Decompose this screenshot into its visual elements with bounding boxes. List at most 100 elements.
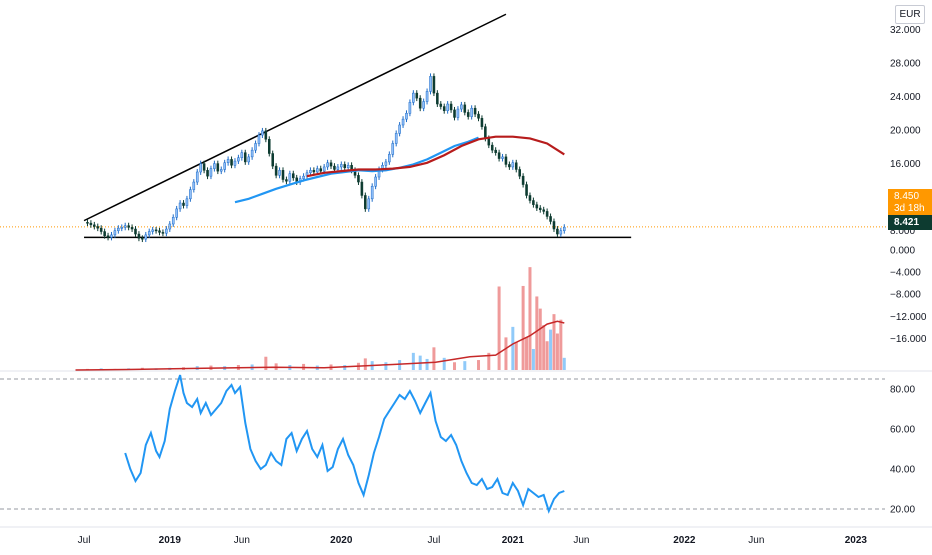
candle-body [113,230,117,236]
candle-body [525,184,528,196]
volume-bar [425,358,429,370]
candle-body [480,118,484,127]
candle-body [216,163,220,172]
candle-body [408,102,412,114]
candle-body [542,209,545,212]
candle-body [182,202,185,206]
time-axis-label: Jun [748,535,764,546]
candle-body [490,144,494,151]
candle-body [346,165,350,169]
volume-axis-tick: −12.000 [890,312,927,323]
candle-body [127,225,130,228]
candle-body [312,170,316,173]
candle-body [398,124,401,134]
volume-bar [497,286,501,370]
candle-body [226,159,230,164]
time-axis-label: 2021 [502,535,525,546]
candle-body [326,162,329,168]
price-axis-tick: 20.000 [890,126,921,137]
candle-body [103,231,106,236]
volume-bar [363,358,367,370]
candle-body [213,163,216,169]
candle-body [141,238,144,240]
candle-body [147,231,151,236]
candle-body [532,200,535,205]
candle-body [412,92,415,103]
volume-bar [538,308,542,370]
time-axis-label: Jul [428,535,441,546]
candle-body [514,162,518,170]
grid-layer [0,370,932,528]
axis-layer: 32.00028.00024.00020.00016.00012.0008.00… [78,0,927,546]
moving-average-red [306,135,565,178]
time-axis-label: Jun [573,535,589,546]
candle-body [442,106,446,111]
candle-body [521,175,525,185]
last-price-tag: 8.450 3d 18h [888,189,932,216]
rsi-axis-tick: 80.00 [890,385,915,396]
candle-body [466,112,470,117]
candle-body [484,126,487,139]
rsi-axis-tick: 60.00 [890,425,915,436]
candle-body [264,130,268,140]
candle-body [168,223,172,230]
candle-body [192,181,196,190]
volume-bar [511,326,515,370]
candle-body [449,103,453,111]
candle-body [357,175,360,183]
volume-axis-tick: 0.000 [890,246,915,257]
candle-body [333,165,336,170]
candle-body [134,228,137,235]
candle-body [343,164,347,169]
candle-body [120,227,124,229]
volume-bar [442,357,446,370]
candle-body [322,166,326,172]
volume-bar [477,360,481,370]
price-axis-tick: 8.000 [890,226,915,237]
price-axis-tick-partial: 36.000 [890,0,921,2]
volume-bar [559,319,563,370]
volume-bar [411,352,415,370]
candle-body [405,113,408,120]
volume-axis-tick: −4.000 [890,268,921,279]
currency-badge[interactable]: EUR [895,5,925,24]
volume-bar [504,337,508,370]
price-axis-tick: 28.000 [890,58,921,69]
volume-bar [521,285,525,370]
candle-body [175,208,178,218]
candle-body [195,171,199,183]
candle-body [144,234,148,240]
time-axis-label: 2020 [330,535,353,546]
candle-body [202,163,206,171]
candle-body [504,156,508,165]
candle-body [556,228,559,235]
price-panel [0,13,888,243]
candle-body [518,169,521,177]
volume-bar [487,352,491,370]
candle-body [123,225,127,228]
candle-body [367,198,371,210]
time-axis-label: 2019 [159,535,182,546]
candle-body [89,222,93,226]
time-axis-label: 2023 [845,535,868,546]
candle-body [432,76,436,94]
candle-body [254,143,257,151]
volume-bar [535,296,539,370]
candle-body [185,198,189,206]
candle-body [535,204,539,209]
last-price-value: 8.450 [894,191,920,202]
volume-bar [542,325,546,370]
candle-body [384,161,388,166]
candle-body [130,227,134,230]
candle-body [538,207,542,210]
volume-axis-tick: −16.000 [890,334,927,345]
candle-body [250,149,254,158]
bar-countdown: 3d 18h [894,203,925,214]
candle-body [281,170,285,180]
candle-body [336,166,340,170]
candle-body [233,160,237,166]
candle-body [209,168,213,177]
candle-body [545,211,549,217]
